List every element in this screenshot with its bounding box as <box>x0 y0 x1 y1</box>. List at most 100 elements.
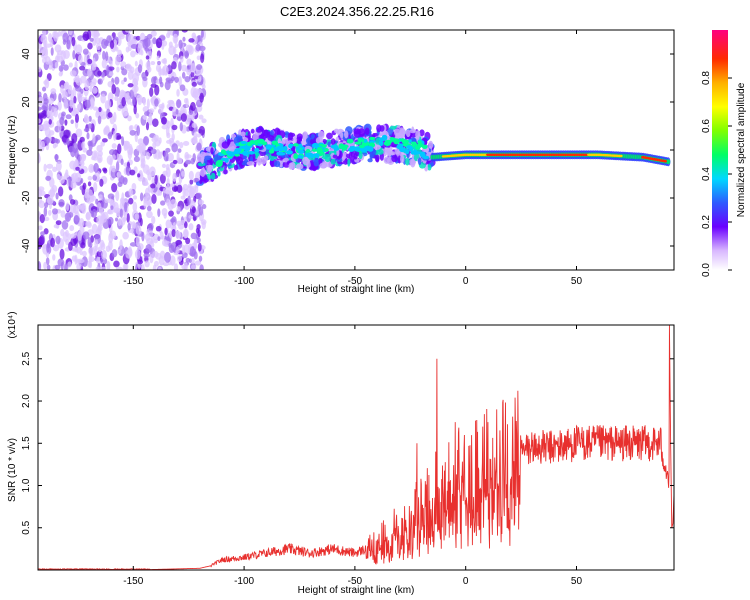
spectrogram-cell <box>182 36 186 42</box>
spectrogram-cell <box>176 116 183 121</box>
colorbar-tick-label: 0.6 <box>701 119 712 133</box>
spectrogram-cell <box>167 99 175 105</box>
spectrogram-cell <box>74 77 81 83</box>
spectrogram-cell <box>98 194 103 201</box>
spectrogram-cell <box>38 235 45 246</box>
spectrogram-cell <box>150 30 157 37</box>
spectrogram-cell <box>151 193 157 204</box>
spectrogram-cell <box>83 128 90 133</box>
spectrogram-cell <box>135 112 140 119</box>
spectrogram-cell <box>182 187 186 198</box>
spectrogram-cell <box>159 173 166 184</box>
spectrogram-cell <box>97 70 102 77</box>
spectrogram-cell <box>133 156 140 163</box>
spectrogram-cell <box>417 142 424 148</box>
spectrogram-cell <box>394 147 401 155</box>
spectrogram-cell <box>69 203 77 214</box>
spectrogram-cell <box>196 55 201 61</box>
spectrogram-cell <box>181 64 188 72</box>
spectrogram-cell <box>82 48 89 55</box>
spectrogram-cell <box>309 166 315 171</box>
spectrogram-cell <box>82 250 87 257</box>
spectrogram-cell <box>309 139 314 145</box>
spectrogram-cell <box>111 143 117 149</box>
spectrogram-cell <box>666 159 671 165</box>
spectrogram-cell <box>87 175 93 181</box>
spectrogram-cell <box>52 143 57 149</box>
spectrogram-cell <box>58 65 64 72</box>
spectrogram-cell <box>64 119 68 126</box>
spectrogram-cell <box>293 153 299 160</box>
spectrogram-cell <box>54 61 59 69</box>
spectrogram-cell <box>197 242 202 252</box>
spectrogram-cell <box>120 91 126 97</box>
spectrogram-cell <box>70 119 74 124</box>
spectrogram-cell <box>175 230 182 239</box>
spectrogram-cell <box>121 68 128 76</box>
spectrogram-cell <box>428 140 434 149</box>
chart-title: C2E3.2024.356.22.25.R16 <box>280 4 434 19</box>
top-x-ticks: -150 -100 -50 0 50 <box>123 30 582 287</box>
spectrogram-cell <box>50 47 54 56</box>
spectrogram-cell <box>419 129 425 137</box>
spectrogram-cell <box>46 163 54 169</box>
spectrogram-cell <box>38 225 43 231</box>
spectrogram-cell <box>130 50 136 58</box>
spectrogram-cell <box>79 136 85 143</box>
spectrogram-cell <box>180 195 186 200</box>
spectrogram-cell <box>64 212 72 222</box>
spectrogram-cell <box>82 31 90 41</box>
spectrogram-cell <box>235 156 244 165</box>
spectrogram-cell <box>198 125 205 136</box>
spectrogram-cell <box>161 239 168 247</box>
spectrogram-cell <box>43 163 47 172</box>
spectrogram-cell <box>427 164 432 171</box>
spectrogram-cell <box>94 239 99 248</box>
bottom-y-tick-label: 1.0 <box>21 478 32 492</box>
spectrogram-cell <box>217 171 221 177</box>
spectrogram-cell <box>200 156 205 164</box>
spectrogram-cell <box>38 66 42 73</box>
spectrogram-cell <box>158 266 162 270</box>
spectrogram-cell <box>188 109 194 116</box>
spectrogram-cell <box>421 144 428 150</box>
top-x-tick-label: 50 <box>571 276 583 287</box>
spectrogram-cell <box>69 199 76 205</box>
spectrogram-cell <box>140 158 146 168</box>
spectrogram-cell <box>101 138 108 143</box>
spectrogram-cell <box>124 201 128 213</box>
spectrogram-cell <box>107 132 113 140</box>
spectrogram-cell <box>117 31 125 38</box>
spectrogram-cell <box>147 230 154 237</box>
spectrogram-cell <box>131 182 137 192</box>
spectrogram-cell <box>57 186 64 197</box>
spectrogram-cell <box>150 148 157 155</box>
spectrogram-cell <box>54 264 61 270</box>
spectrogram-cell <box>87 123 93 129</box>
spectrogram-cell <box>129 124 134 131</box>
spectrogram-cell <box>82 182 87 190</box>
spectrogram-cell <box>246 161 255 166</box>
bottom-x-ticks: -150 -100 -50 0 50 <box>123 325 582 587</box>
spectrogram-cell <box>47 196 54 205</box>
spectrogram-cell <box>119 208 124 218</box>
spectrogram-cell <box>201 203 207 210</box>
bottom-x-tick-label: -100 <box>234 576 254 587</box>
spectrogram-cell <box>172 33 179 44</box>
spectrogram-cell <box>98 106 102 113</box>
spectrogram-cell <box>117 181 123 188</box>
spectrogram-cell <box>74 113 79 123</box>
spectrogram-cell <box>39 214 45 224</box>
spectrogram-cell <box>84 99 92 109</box>
spectrogram-cell <box>60 210 66 218</box>
spectrogram-cell <box>199 92 204 103</box>
spectrogram-cell <box>190 86 197 98</box>
spectrogram-cell <box>163 151 169 162</box>
spectrogram-cell <box>193 239 198 250</box>
spectrogram-cell <box>113 260 120 268</box>
spectrogram-cell <box>90 97 95 107</box>
spectrogram-cell <box>144 260 150 268</box>
spectrogram-cell <box>116 135 122 140</box>
spectrogram-cell <box>68 175 72 187</box>
